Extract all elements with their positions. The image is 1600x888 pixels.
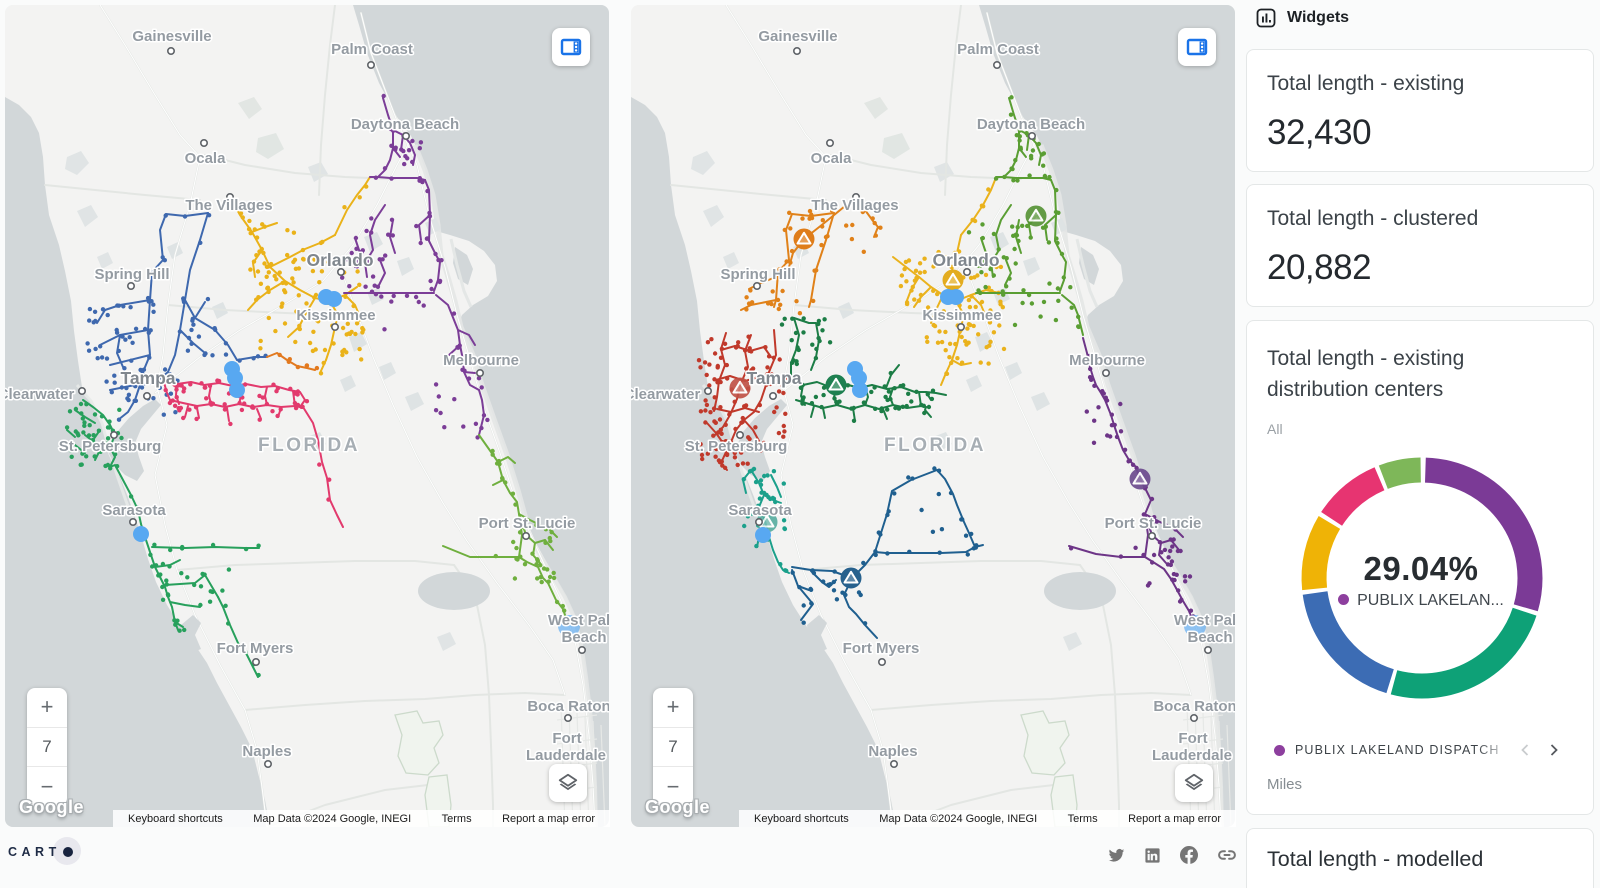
svg-text:St. Petersburg: St. Petersburg <box>59 438 162 455</box>
svg-text:Palm Coast: Palm Coast <box>957 41 1039 58</box>
svg-text:Spring Hill: Spring Hill <box>95 266 170 283</box>
svg-text:Ocala: Ocala <box>811 150 853 167</box>
svg-text:Naples: Naples <box>242 743 291 760</box>
svg-text:Orlando: Orlando <box>932 250 999 270</box>
svg-text:Lauderdale: Lauderdale <box>526 747 606 764</box>
svg-text:FLORIDA: FLORIDA <box>258 435 360 456</box>
svg-text:Boca Raton: Boca Raton <box>527 698 609 715</box>
svg-text:Clearwater: Clearwater <box>631 386 701 403</box>
svg-text:Tampa: Tampa <box>120 368 175 388</box>
svg-text:West Pal: West Pal <box>1174 612 1235 629</box>
svg-text:Palm Coast: Palm Coast <box>331 41 413 58</box>
svg-text:The Villages: The Villages <box>811 197 898 214</box>
svg-text:Fort Myers: Fort Myers <box>843 640 920 657</box>
svg-text:Fort: Fort <box>1178 730 1207 747</box>
svg-text:Gainesville: Gainesville <box>758 28 837 45</box>
svg-text:Gainesville: Gainesville <box>132 28 211 45</box>
svg-text:Tampa: Tampa <box>746 368 801 388</box>
svg-text:Beach: Beach <box>1187 629 1232 646</box>
svg-text:Melbourne: Melbourne <box>1069 352 1145 369</box>
svg-text:Orlando: Orlando <box>306 250 373 270</box>
svg-text:Spring Hill: Spring Hill <box>721 266 796 283</box>
svg-text:Port St. Lucie: Port St. Lucie <box>479 515 576 532</box>
svg-text:FLORIDA: FLORIDA <box>884 435 986 456</box>
svg-text:Clearwater: Clearwater <box>5 386 75 403</box>
svg-text:Fort: Fort <box>552 730 581 747</box>
svg-text:West Pal: West Pal <box>548 612 609 629</box>
svg-text:Ocala: Ocala <box>185 150 227 167</box>
svg-text:Beach: Beach <box>561 629 606 646</box>
svg-text:Melbourne: Melbourne <box>443 352 519 369</box>
svg-text:Daytona Beach: Daytona Beach <box>351 116 459 133</box>
svg-text:Naples: Naples <box>868 743 917 760</box>
svg-text:Lauderdale: Lauderdale <box>1152 747 1232 764</box>
svg-text:Fort Myers: Fort Myers <box>217 640 294 657</box>
svg-text:Port St. Lucie: Port St. Lucie <box>1105 515 1202 532</box>
svg-text:Daytona Beach: Daytona Beach <box>977 116 1085 133</box>
svg-text:St. Petersburg: St. Petersburg <box>685 438 788 455</box>
svg-text:The Villages: The Villages <box>185 197 272 214</box>
svg-text:Sarasota: Sarasota <box>728 502 792 519</box>
svg-text:Boca Raton: Boca Raton <box>1153 698 1235 715</box>
svg-text:Kissimmee: Kissimmee <box>922 307 1001 324</box>
svg-text:Sarasota: Sarasota <box>102 502 166 519</box>
svg-text:Kissimmee: Kissimmee <box>296 307 375 324</box>
